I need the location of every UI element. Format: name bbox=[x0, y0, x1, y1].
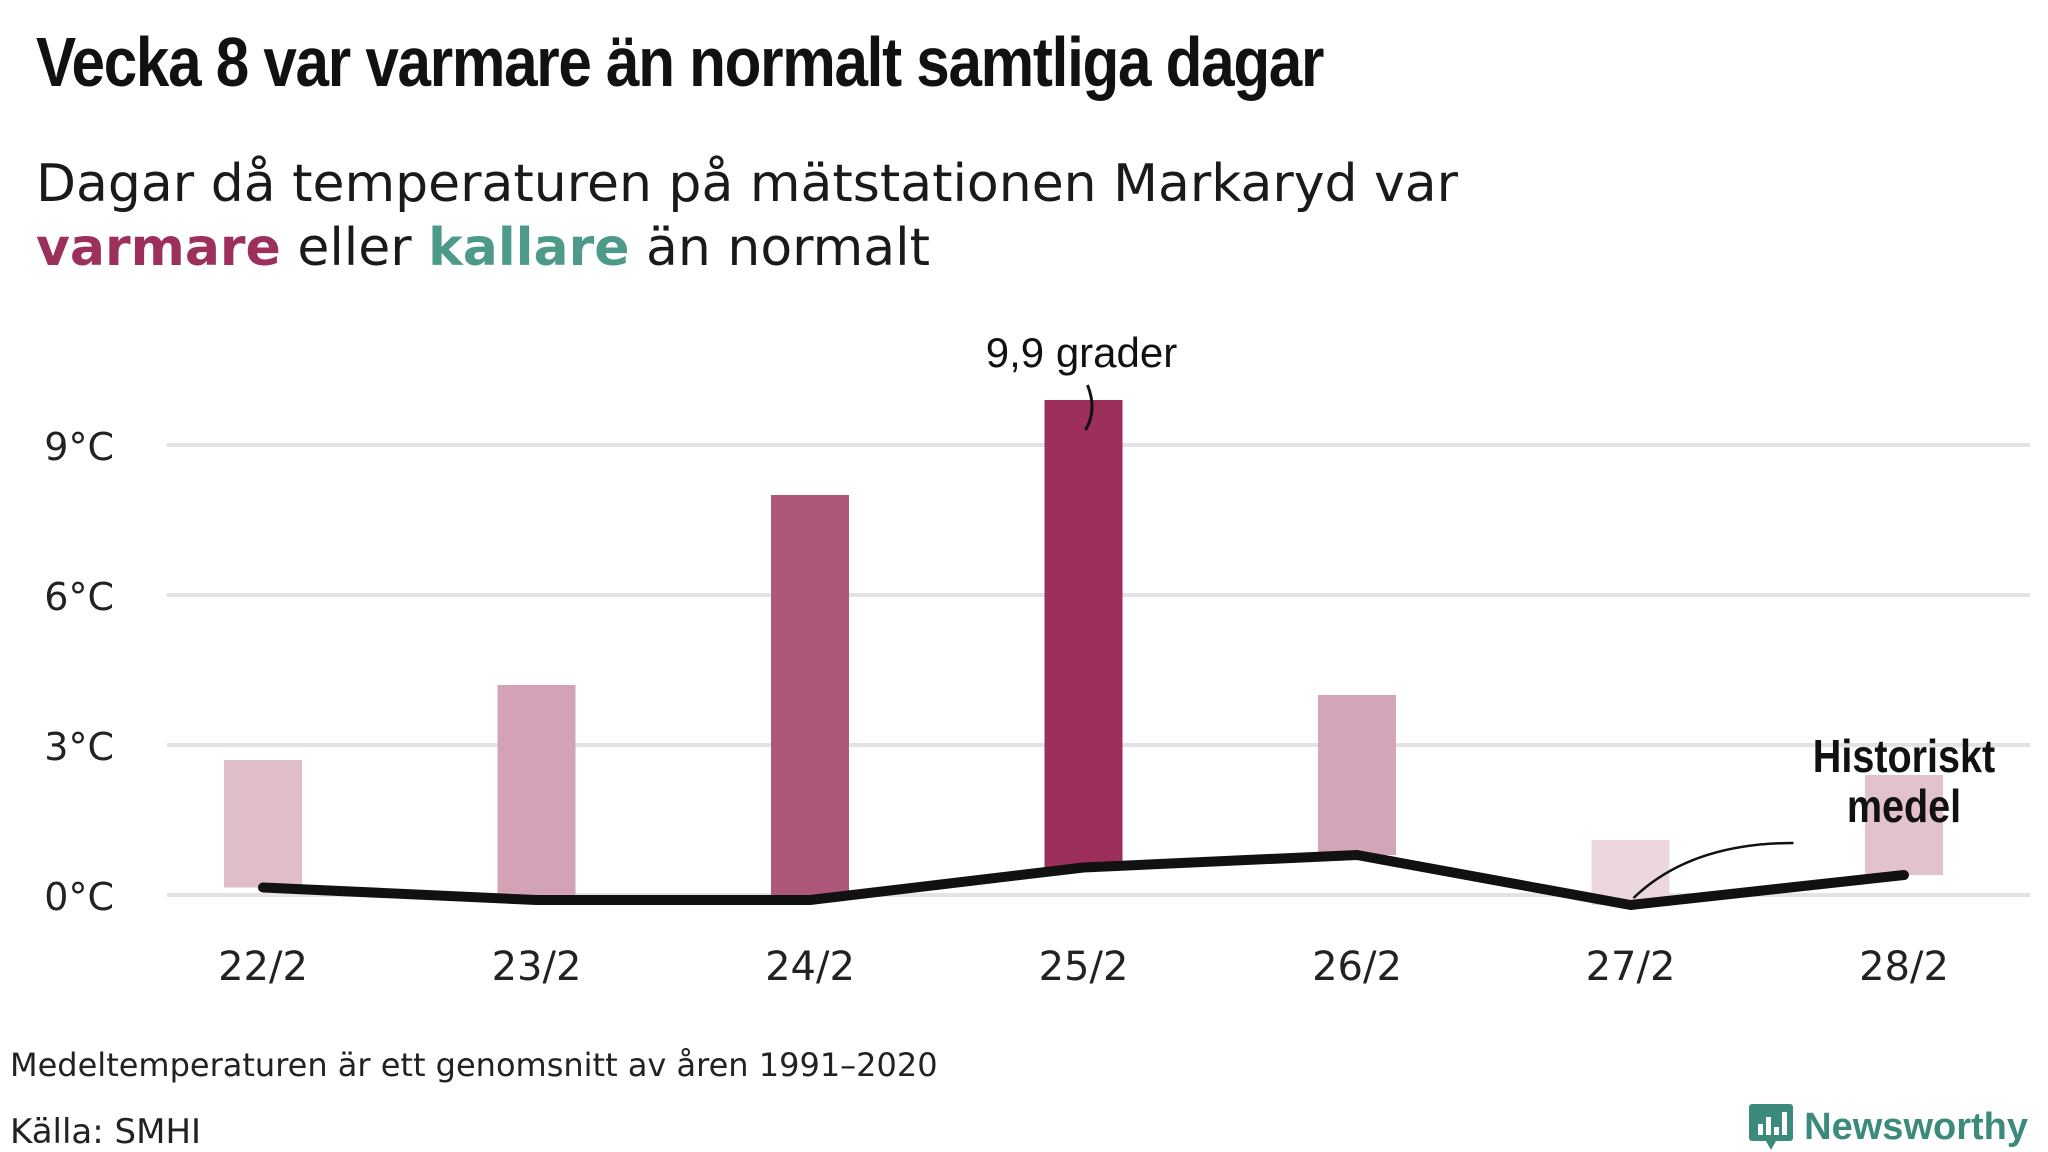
x-tick-label: 22/2 bbox=[218, 944, 308, 990]
brand-logo: Newsworthy bbox=[1748, 1102, 2028, 1152]
subtitle-middle: eller bbox=[280, 218, 429, 278]
source-note: Källa: SMHI bbox=[10, 1112, 202, 1152]
bar-27/2 bbox=[1591, 840, 1670, 905]
x-tick-label: 26/2 bbox=[1312, 944, 1402, 990]
y-tick-label: 9°C bbox=[44, 425, 114, 469]
brand-name: Newsworthy bbox=[1804, 1105, 2028, 1148]
x-tick-label: 23/2 bbox=[492, 944, 582, 990]
mean-line-path bbox=[258, 850, 1909, 910]
bar-23/2 bbox=[497, 685, 576, 900]
y-tick-label: 0°C bbox=[44, 875, 114, 919]
bars bbox=[224, 400, 1943, 905]
x-tick-label: 28/2 bbox=[1859, 944, 1949, 990]
mean-line-label-1: Historiskt bbox=[1813, 731, 1995, 782]
x-tick-label: 27/2 bbox=[1586, 944, 1676, 990]
x-axis: 22/2 23/2 24/2 25/2 26/2 27/2 28/2 bbox=[218, 944, 1949, 990]
y-axis: 0°C 3°C 6°C 9°C bbox=[44, 425, 114, 919]
bar-25/2 bbox=[1044, 400, 1123, 868]
subtitle-line-1: Dagar då temperaturen på mätstationen Ma… bbox=[36, 154, 1459, 214]
mean-line-label-2: medel bbox=[1847, 781, 1961, 832]
newsworthy-chart-icon bbox=[1749, 1104, 1794, 1150]
temperature-chart: 0°C 3°C 6°C 9°C 22/2 23/2 24/2 25/2 26/2 27/2 28/… bbox=[44, 329, 2030, 990]
x-tick-label: 24/2 bbox=[765, 944, 855, 990]
mean-label-pointer bbox=[1632, 841, 1794, 899]
subtitle-line-2: varmare eller kallare än normalt bbox=[36, 216, 1458, 280]
chart-subtitle: Dagar då temperaturen på mätstationen Ma… bbox=[36, 152, 1458, 280]
historical-mean-line bbox=[258, 850, 1909, 910]
subtitle-end: än normalt bbox=[629, 218, 930, 278]
annotation-pointer bbox=[1084, 384, 1094, 431]
x-tick-label: 25/2 bbox=[1039, 944, 1129, 990]
bar-22/2 bbox=[224, 760, 302, 888]
bar-26/2 bbox=[1318, 695, 1396, 855]
subtitle-warm-word: varmare bbox=[36, 218, 281, 278]
max-value-annotation: 9,9 grader bbox=[986, 329, 1177, 376]
chart-title: Vecka 8 var varmare än normalt samtliga … bbox=[36, 23, 1324, 101]
y-tick-label: 6°C bbox=[44, 575, 114, 619]
footnote: Medeltemperaturen är ett genomsnitt av å… bbox=[10, 1046, 938, 1084]
bar-28/2 bbox=[1865, 775, 1943, 875]
subtitle-cold-word: kallare bbox=[428, 218, 630, 278]
bar-24/2 bbox=[771, 495, 849, 900]
y-tick-label: 3°C bbox=[44, 725, 114, 769]
